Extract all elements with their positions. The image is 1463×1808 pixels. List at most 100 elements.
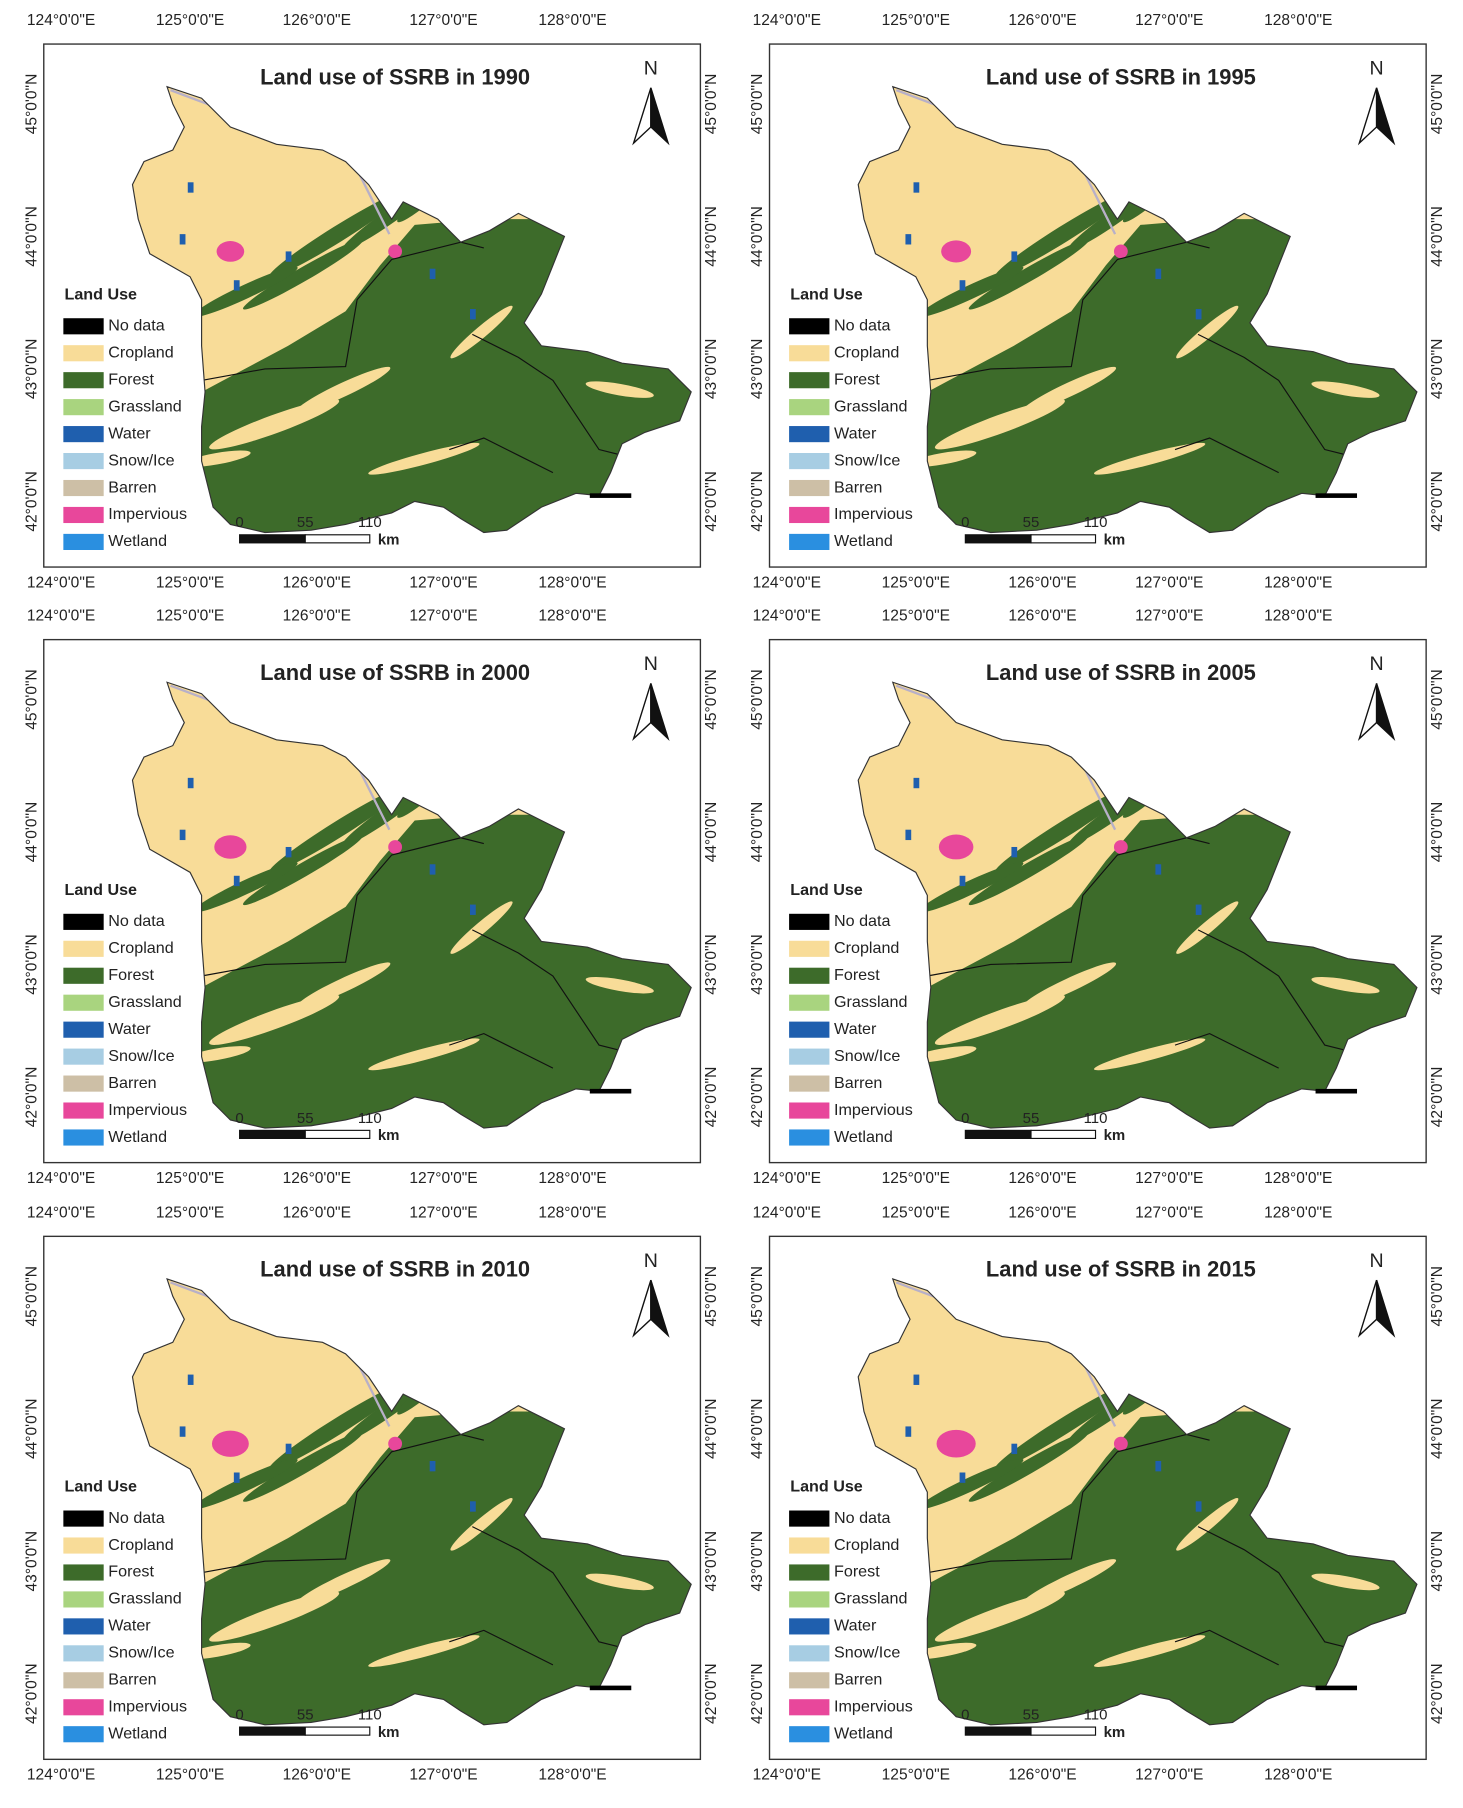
latitude-label: 45°0'0"N	[23, 74, 40, 135]
map-panel: Land use of SSRB in 2005 N 124°0'0"E 124°0'…	[749, 608, 1446, 1187]
legend-swatch	[789, 426, 830, 443]
north-label: N	[644, 653, 658, 675]
latitude-label: 44°0'0"N	[703, 206, 720, 267]
urban-area	[216, 241, 245, 262]
legend-swatch	[63, 399, 104, 416]
longitude-label: 128°0'0"E	[538, 608, 606, 625]
legend-label: No data	[834, 317, 890, 335]
urban-area	[936, 1429, 976, 1458]
longitude-label: 125°0'0"E	[882, 1204, 950, 1221]
cropland-patch	[1021, 962, 1117, 1008]
longitude-label: 126°0'0"E	[283, 1170, 351, 1187]
north-arrow-right	[1375, 1279, 1396, 1338]
urban-area	[211, 1430, 249, 1457]
forest-strip	[243, 239, 363, 310]
legend-label: Snow/Ice	[108, 1644, 174, 1662]
latitude-label: 42°0'0"N	[703, 471, 720, 532]
longitude-label: 125°0'0"E	[882, 574, 950, 591]
legend-label: Water	[834, 1617, 877, 1635]
forest-strip	[994, 786, 1132, 873]
legend-swatch	[789, 372, 830, 389]
latitude-label: 45°0'0"N	[1429, 1266, 1446, 1327]
latitude-label: 44°0'0"N	[23, 1398, 40, 1459]
legend-swatch	[789, 1645, 830, 1662]
cropland-patch	[1021, 1559, 1117, 1605]
scale-label: 55	[1023, 514, 1040, 531]
legend-swatch	[63, 533, 104, 551]
legend-label: Wetland	[108, 1724, 167, 1742]
legend-swatch	[63, 967, 104, 984]
legend-swatch	[63, 479, 104, 497]
latitude-label: 45°0'0"N	[749, 669, 766, 730]
longitude-label: 125°0'0"E	[156, 1204, 224, 1221]
cropland-patch	[1094, 1635, 1206, 1667]
legend-swatch	[63, 994, 104, 1011]
legend-label: Barren	[108, 1671, 156, 1689]
latitude-label: 45°0'0"N	[703, 669, 720, 730]
legend-label: Snow/Ice	[834, 1047, 900, 1065]
latitude-label: 44°0'0"N	[23, 206, 40, 267]
latitude-label: 44°0'0"N	[749, 802, 766, 863]
longitude-label: 124°0'0"E	[753, 574, 821, 591]
cropland-patch	[585, 1573, 654, 1591]
latitude-label: 42°0'0"N	[703, 1067, 720, 1128]
legend-swatch	[789, 1129, 830, 1146]
legend-label: Barren	[834, 1074, 882, 1092]
longitude-label: 127°0'0"E	[409, 608, 477, 625]
legend-swatch	[63, 1510, 104, 1527]
cropland-patch	[1021, 366, 1117, 413]
water-body	[233, 875, 240, 887]
legend-label: Forest	[834, 1563, 880, 1581]
longitude-label: 126°0'0"E	[283, 1204, 351, 1221]
water-body	[1155, 864, 1162, 875]
north-arrow-right	[1375, 87, 1396, 146]
cropland-patch	[296, 1559, 391, 1605]
cropland-patch	[450, 305, 513, 359]
cropland-patch	[934, 399, 1065, 450]
scale-bar-light	[1030, 1726, 1097, 1736]
forest-strip	[193, 862, 298, 913]
latitude-label: 42°0'0"N	[749, 1663, 766, 1724]
legend-swatch	[789, 967, 830, 984]
legend-title: Land Use	[65, 1478, 138, 1496]
longitude-label: 124°0'0"E	[27, 574, 95, 591]
legend-label: Cropland	[834, 1536, 899, 1554]
legend-label: Water	[108, 424, 151, 442]
legend-label: Grassland	[108, 397, 181, 415]
longitude-label: 126°0'0"E	[1008, 12, 1076, 29]
legend-swatch	[789, 913, 830, 930]
scale-bar-dark	[239, 1129, 306, 1140]
scale-label: 0	[235, 1110, 243, 1127]
forest-strip	[968, 1431, 1089, 1502]
scale-label: 0	[961, 1707, 969, 1724]
urban-area	[941, 240, 972, 263]
legend-title: Land Use	[65, 285, 138, 303]
longitude-label: 128°0'0"E	[1264, 608, 1332, 625]
latitude-label: 42°0'0"N	[749, 471, 766, 532]
longitude-label: 126°0'0"E	[283, 574, 351, 591]
legend-swatch	[63, 1129, 104, 1146]
legend-label: Forest	[108, 370, 154, 388]
latitude-label: 45°0'0"N	[703, 1266, 720, 1327]
legend-swatch	[789, 1510, 830, 1527]
cropland-patch	[1311, 976, 1380, 994]
panel-title: Land use of SSRB in 1990	[260, 64, 530, 89]
scale-bar-light	[1030, 1129, 1097, 1140]
longitude-label: 125°0'0"E	[882, 1767, 950, 1784]
latitude-label: 45°0'0"N	[1429, 669, 1446, 730]
scale-unit: km	[1104, 1724, 1126, 1741]
water-body	[187, 1374, 194, 1385]
legend-label: Cropland	[108, 1536, 173, 1554]
legend-swatch	[63, 913, 104, 930]
legend-swatch	[789, 533, 830, 551]
longitude-label: 124°0'0"E	[753, 1204, 821, 1221]
cropland-patch	[934, 994, 1065, 1045]
longitude-label: 126°0'0"E	[1008, 1767, 1076, 1784]
latitude-label: 42°0'0"N	[23, 1663, 40, 1724]
north-label: N	[644, 58, 658, 80]
water-body	[470, 309, 476, 320]
boundary-line	[449, 1629, 554, 1666]
legend-label: Snow/Ice	[834, 1644, 900, 1662]
legend-label: Water	[108, 1617, 151, 1635]
forest-strip	[918, 266, 1024, 317]
